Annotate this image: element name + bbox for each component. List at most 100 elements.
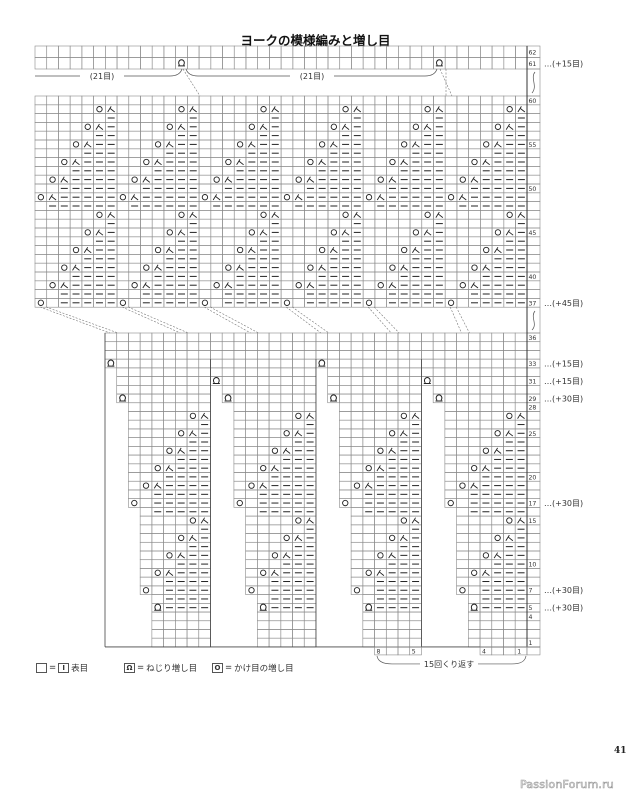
row-number-cell [526,576,541,587]
grid-cell [163,620,176,630]
grid-cell [304,139,317,150]
grid-cell [444,489,457,499]
grid-cell [128,157,141,167]
grid-cell [46,183,59,194]
grid-cell [198,201,212,211]
grid-cell [81,210,94,220]
twisted-increase-icon [259,603,267,611]
grid-cell [292,95,305,106]
grid-cell [34,218,48,229]
k2tog-icon [294,430,303,437]
k2tog-icon [107,106,115,113]
grid-cell [104,350,118,360]
grid-cell [69,45,83,58]
grid-cell [210,236,223,246]
grid-cell [151,332,164,343]
grid-cell [128,385,141,395]
grid-cell [210,104,223,114]
yarn-over-icon [96,106,103,113]
grid-cell [280,45,294,58]
yarn-over-icon [131,282,138,289]
grid-cell [479,454,493,465]
grid-cell [104,332,118,343]
yarn-over-icon [189,412,197,419]
grid-cell [245,411,258,421]
grid-cell [480,95,493,106]
grid-cell [514,332,528,343]
grid-cell [479,385,493,395]
grid-cell [421,367,434,377]
grid-cell [503,419,516,430]
grid-cell [34,271,48,282]
grid-cell [362,104,376,114]
grid-cell [140,139,153,150]
grid-cell [386,139,399,150]
grid-cell [491,411,504,421]
row-number: 36 [529,335,537,342]
grid-cell [292,45,305,58]
grid-cell [46,122,59,132]
grid-cell [116,358,129,369]
k2tog-icon [142,176,151,183]
grid-cell [339,402,352,412]
k2tog-icon [482,465,490,472]
grid-cell [139,385,153,395]
yarn-over-icon [166,229,173,236]
grid-cell [139,568,153,578]
grid-cell [233,218,247,229]
yarn-over-icon [459,282,466,289]
grid-cell [374,218,387,229]
grid-cell [280,393,293,404]
grid-cell [69,254,83,264]
grid-cell [304,245,317,255]
grid-cell [468,95,481,106]
grid-cell [292,271,305,282]
grid-cell [175,57,188,70]
grid-cell [58,210,71,220]
grid-cell [468,611,481,622]
grid-cell [128,210,141,220]
yarn-over-icon [248,587,255,594]
grid-cell [69,227,83,238]
row-number-cell [526,341,541,351]
grid-cell [175,611,188,622]
k2tog-icon [306,412,314,419]
grid-cell [315,113,329,123]
grid-cell [58,227,71,238]
grid-cell [304,113,317,123]
grid-cell [480,130,493,141]
grid-cell [34,157,48,167]
k2tog-icon [388,282,397,289]
grid-cell [128,262,141,273]
grid-cell [362,227,376,238]
grid-cell [233,463,246,473]
grid-cell [374,254,387,264]
row-number-cell [526,68,541,97]
grid-cell [163,45,176,58]
grid-cell [151,428,164,438]
grid-cell [386,210,399,220]
grid-cell [268,411,282,421]
grid-cell [175,515,188,526]
grid-cell [456,289,469,299]
grid-cell [140,113,153,123]
k2tog-icon [353,106,362,113]
grid-cell [268,533,282,543]
grid-cell [315,218,329,229]
grid-cell [491,218,505,229]
k2tog-icon [189,211,197,218]
k2tog-icon [435,106,444,113]
grid-cell [292,402,305,412]
grid-cell [128,489,141,499]
grid-cell [385,385,399,395]
yarn-over-icon [471,158,478,166]
grid-cell [350,489,364,499]
grid-cell [163,350,176,360]
grid-cell [292,262,305,273]
row-number-cell [526,122,541,132]
grid-cell [385,629,399,639]
connector-line [209,306,259,334]
grid-cell [468,594,481,604]
grid-cell [245,350,258,360]
k2tog-icon [505,229,514,236]
